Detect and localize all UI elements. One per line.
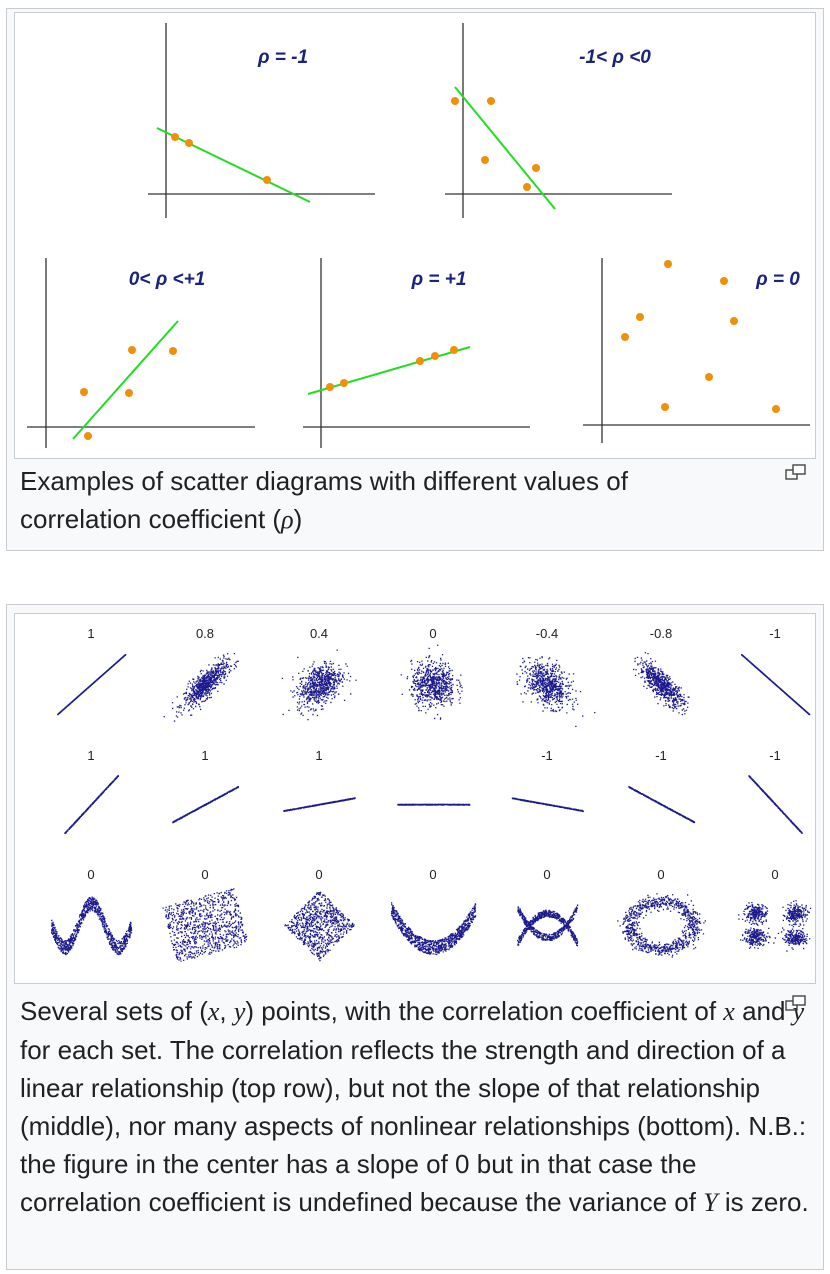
scatter-row1-3 <box>400 644 463 720</box>
correlation-label: -0.8 <box>649 626 673 641</box>
panel-rho-plus-1: ρ = +1 <box>303 258 530 448</box>
scatter-row1-0 <box>57 654 127 716</box>
scatter-row3-5 <box>617 893 706 958</box>
panel-rho-zero: ρ = 0 <box>583 258 810 443</box>
scatter-row2-1 <box>172 786 239 824</box>
caption-variable: y <box>233 997 246 1026</box>
correlation-label: 1 <box>87 748 95 763</box>
magnify-icon[interactable] <box>785 995 807 1011</box>
correlation-label: -1 <box>769 626 781 641</box>
scatter-row2-2 <box>283 797 356 812</box>
correlation-label: 1 <box>201 748 209 763</box>
correlation-label: 0.4 <box>309 626 329 641</box>
correlation-label: 0 <box>201 867 209 882</box>
correlation-label: 0 <box>429 867 437 882</box>
caption-variable: x <box>207 997 220 1026</box>
scatter-row3-4 <box>517 904 579 947</box>
scatter-row1-5 <box>633 652 690 716</box>
panel-label: 0< ρ <+1 <box>129 269 205 290</box>
correlation-label: 1 <box>315 748 323 763</box>
correlation-label: 0.8 <box>195 626 215 641</box>
correlation-label: -1 <box>655 748 667 763</box>
correlation-label: -0.4 <box>535 626 559 641</box>
panel-label: ρ = -1 <box>257 47 308 68</box>
correlation-sets-image[interactable]: 1 0.8 0.4 0 -0.4 -0.8 -1 1 1 1 -1 -1 -1 0 0 0 0 0 0 0 <box>14 613 816 984</box>
caption-variable: y <box>792 997 805 1026</box>
panel-label: -1< ρ <0 <box>579 47 651 68</box>
panel-rho-positive: 0< ρ <+1 <box>27 258 255 448</box>
correlation-label: 0 <box>657 867 665 882</box>
magnify-icon[interactable] <box>785 464 807 480</box>
panel-label: ρ = 0 <box>755 269 800 290</box>
correlation-label: 0 <box>315 867 323 882</box>
scatter-row2-4 <box>511 797 584 813</box>
correlation-label: 0 <box>87 867 95 882</box>
scatter-row2-0 <box>64 775 119 834</box>
correlation-label: -1 <box>541 748 553 763</box>
scatter-row3-1 <box>162 888 248 962</box>
panel-rho-negative: -1< ρ <0 <box>445 23 672 218</box>
correlation-label: 0 <box>429 626 437 641</box>
scatter-row2-6 <box>748 775 803 834</box>
correlation-scatter-svg <box>51 644 812 962</box>
caption-text: ) <box>293 504 303 534</box>
correlation-label: 0 <box>771 867 779 882</box>
figure-scatter-examples: ρ = -1 -1< ρ <0 <box>6 8 824 551</box>
scatter-row2-5 <box>628 786 696 824</box>
caption-text: Examples of scatter diagrams with differ… <box>20 466 628 534</box>
scatter-row1-2 <box>281 649 357 721</box>
scatter-row1-6 <box>741 654 811 716</box>
caption-text: and <box>734 996 793 1026</box>
caption-text: for each set. The correlation reflects t… <box>20 1035 807 1217</box>
scatter-row3-6 <box>738 900 812 952</box>
scatter-row2-3 <box>397 803 471 806</box>
caption-rho: ρ <box>281 505 294 534</box>
figure-correlation-sets: 1 0.8 0.4 0 -0.4 -0.8 -1 1 1 1 -1 -1 -1 0 0 0 0 0 0 0 Sever… <box>6 604 824 1270</box>
scatter-row3-2 <box>284 891 355 962</box>
scatter-row3-3 <box>391 902 477 956</box>
figure-caption: Examples of scatter diagrams with differ… <box>20 462 750 539</box>
correlation-label: 1 <box>87 626 95 641</box>
caption-text: Several sets of ( <box>20 996 208 1026</box>
caption-text: is zero. <box>717 1187 809 1217</box>
caption-variable: x <box>723 997 735 1026</box>
correlation-label: 0 <box>543 867 551 882</box>
panel-rho-minus-1: ρ = -1 <box>148 23 375 218</box>
caption-variable: Y <box>703 1188 718 1217</box>
scatter-examples-image[interactable]: ρ = -1 -1< ρ <0 <box>14 12 816 459</box>
correlation-label: -1 <box>769 748 781 763</box>
caption-text: ) points, with the correlation coefficie… <box>245 996 724 1026</box>
scatter-examples-svg: ρ = -1 -1< ρ <0 <box>27 23 810 448</box>
scatter-row3-0 <box>51 896 133 956</box>
caption-text: , <box>219 996 234 1026</box>
scatter-row1-1 <box>163 653 239 722</box>
panel-label: ρ = +1 <box>411 269 467 290</box>
scatter-row1-4 <box>516 656 596 727</box>
figure-caption: Several sets of (x, y) points, with the … <box>20 992 810 1222</box>
